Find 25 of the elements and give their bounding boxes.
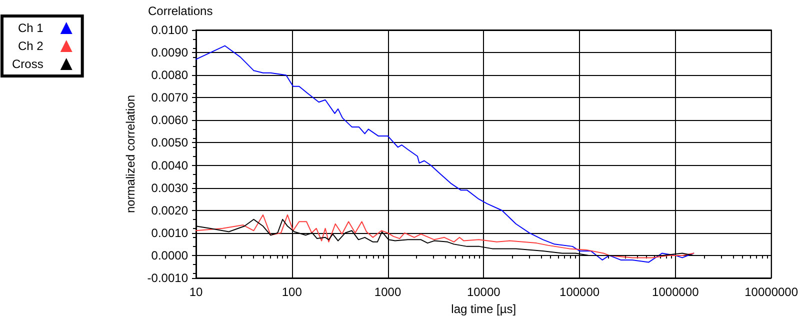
- y-tick-label: -0.0010: [147, 271, 188, 285]
- y-tick-label: 0.0000: [151, 248, 188, 262]
- y-tick-label: 0.0040: [151, 158, 188, 172]
- x-tick-label: 100: [282, 285, 302, 299]
- x-tick-label: 1000: [374, 285, 402, 299]
- y-tick-label: 0.0090: [151, 46, 188, 60]
- legend-label: Ch 2: [18, 39, 44, 53]
- y-tick-label: 0.0100: [151, 23, 188, 37]
- y-tick-label: 0.0070: [151, 90, 188, 105]
- x-tick-label: 1000000: [652, 285, 700, 299]
- x-tick-label: 10000: [466, 285, 501, 299]
- x-tick-label: 10: [189, 285, 203, 299]
- y-tick-label: 0.0080: [151, 68, 188, 82]
- x-axis-title: lag time [µs]: [451, 302, 516, 316]
- y-tick-label: 0.0010: [151, 226, 188, 240]
- x-tick-label: 10000000: [744, 285, 798, 299]
- y-tick-label: 0.0020: [151, 203, 188, 218]
- legend-label: Cross: [12, 57, 44, 71]
- y-axis-title: normalized correlation: [123, 94, 138, 214]
- x-tick-label: 100000: [560, 285, 600, 299]
- y-tick-label: 0.0030: [151, 180, 188, 195]
- chart-title: Correlations: [148, 4, 213, 18]
- y-tick-label: 0.0060: [151, 113, 188, 128]
- legend-label: Ch 1: [18, 21, 44, 35]
- y-tick-label: 0.0050: [151, 136, 188, 150]
